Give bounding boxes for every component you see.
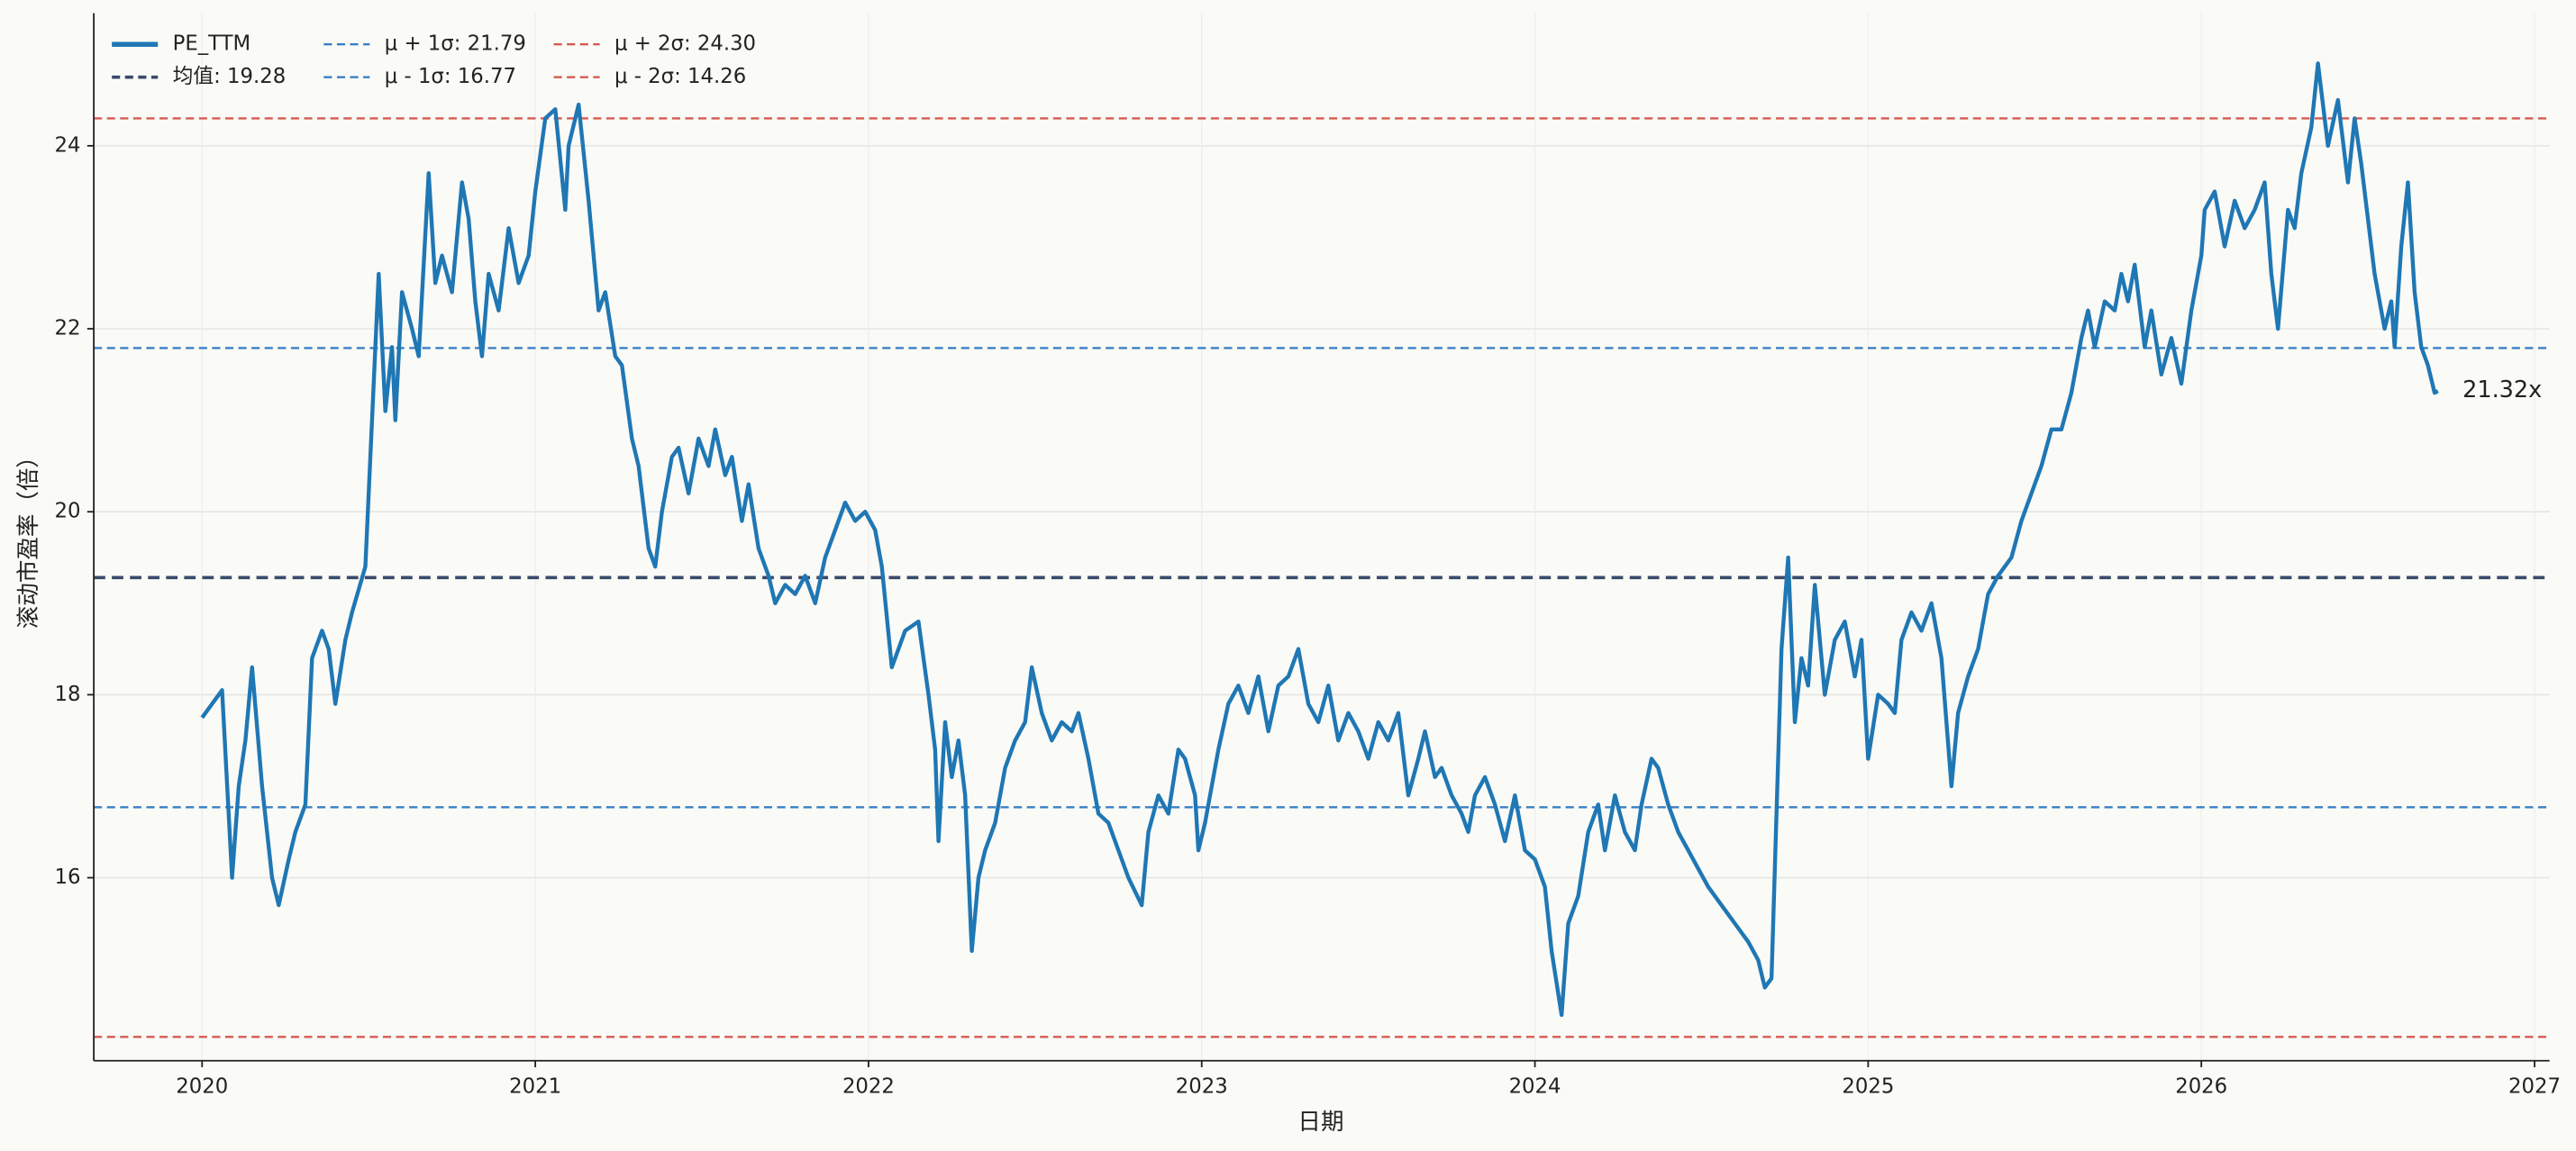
legend-label: PE_TTM	[173, 32, 251, 56]
y-tick-label: 24	[55, 133, 81, 157]
annotation: 21.32x	[2462, 376, 2542, 403]
legend-label: μ - 1σ: 16.77	[385, 65, 516, 88]
legend-label: μ + 1σ: 21.79	[385, 32, 526, 56]
x-tick-label: 2027	[2508, 1074, 2561, 1098]
legend-label: 均值: 19.28	[173, 65, 287, 88]
x-tick-label: 2021	[509, 1074, 561, 1098]
series-line	[200, 61, 2439, 1018]
y-tick-label: 18	[55, 683, 81, 706]
y-tick-label: 22	[55, 317, 81, 340]
x-tick-label: 2020	[176, 1074, 228, 1098]
x-tick-label: 2025	[1842, 1074, 1894, 1098]
x-tick-label: 2024	[1509, 1074, 1561, 1098]
x-tick-label: 2026	[2175, 1074, 2227, 1098]
y-axis-label: 滚动市盈率（倍）	[15, 445, 42, 629]
y-tick-label: 20	[55, 500, 81, 523]
x-tick-label: 2022	[842, 1074, 895, 1098]
x-axis-label: 日期	[1297, 1109, 1343, 1136]
x-tick-label: 2023	[1176, 1074, 1228, 1098]
legend-label: μ + 2σ: 24.30	[614, 32, 756, 56]
y-tick-label: 16	[55, 866, 81, 889]
legend-label: μ - 2σ: 14.26	[614, 65, 746, 88]
